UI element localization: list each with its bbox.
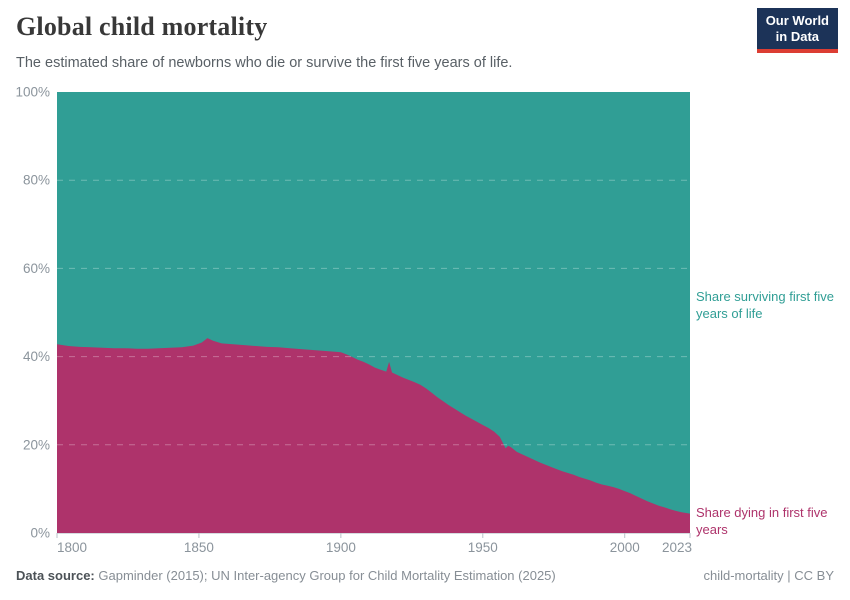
annotation-surviving: Share surviving first five years of life [696, 289, 834, 321]
annotation-dying: Share dying in first five years [696, 505, 828, 537]
y-axis-label: 20% [23, 437, 50, 452]
area-dying[interactable] [57, 338, 690, 533]
owid-logo-line2: in Data [775, 29, 820, 44]
x-axis-label: 1950 [468, 540, 498, 555]
y-axis-label: 40% [23, 349, 50, 364]
x-axis-label: 1900 [326, 540, 356, 555]
x-axis-label: 1850 [184, 540, 214, 555]
x-axis-label: 2000 [610, 540, 640, 555]
page-title: Global child mortality [16, 12, 268, 41]
owid-logo[interactable]: Our World in Data [756, 8, 838, 53]
data-source-text: Gapminder (2015); UN Inter-agency Group … [98, 568, 556, 583]
data-source-note: Data source: Gapminder (2015); UN Inter-… [16, 568, 556, 583]
x-axis-label: 2023 [662, 540, 692, 555]
data-source-label: Data source: [16, 568, 95, 583]
owid-logo-line1: Our World [765, 13, 829, 28]
y-axis-label: 60% [23, 261, 50, 276]
y-axis-label: 0% [30, 526, 50, 541]
x-axis-label: 1800 [57, 540, 87, 555]
license-note: child-mortality | CC BY [703, 568, 834, 583]
y-axis-label: 80% [23, 173, 50, 188]
y-axis-label: 100% [15, 85, 50, 100]
chart-subtitle: The estimated share of newborns who die … [16, 55, 513, 71]
